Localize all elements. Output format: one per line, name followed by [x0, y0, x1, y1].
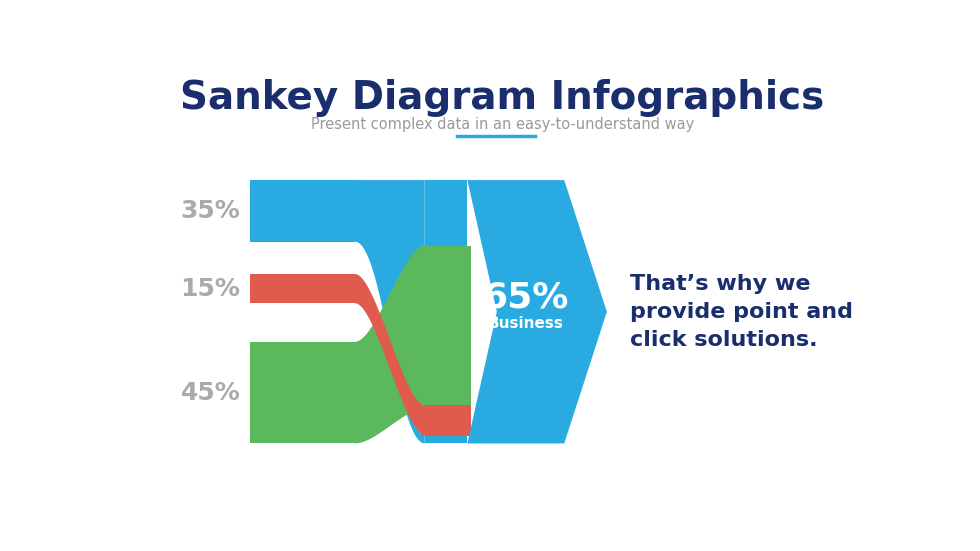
Polygon shape — [420, 405, 471, 436]
Text: That’s why we
provide point and
click solutions.: That’s why we provide point and click so… — [630, 274, 854, 350]
Text: Sankey Diagram Infographics: Sankey Diagram Infographics — [180, 79, 824, 117]
Polygon shape — [355, 274, 424, 434]
Text: 35%: 35% — [180, 199, 240, 223]
Text: 65%: 65% — [482, 281, 568, 315]
Polygon shape — [250, 180, 355, 242]
Polygon shape — [420, 246, 471, 407]
Text: 45%: 45% — [180, 381, 240, 404]
Text: Business: Business — [488, 316, 564, 331]
Polygon shape — [355, 246, 424, 444]
Polygon shape — [250, 274, 355, 303]
Polygon shape — [424, 180, 467, 444]
Polygon shape — [467, 180, 607, 444]
Text: 15%: 15% — [180, 277, 240, 301]
Polygon shape — [250, 342, 355, 444]
Text: Present complex data in an easy-to-understand way: Present complex data in an easy-to-under… — [311, 117, 694, 132]
Polygon shape — [355, 180, 424, 444]
